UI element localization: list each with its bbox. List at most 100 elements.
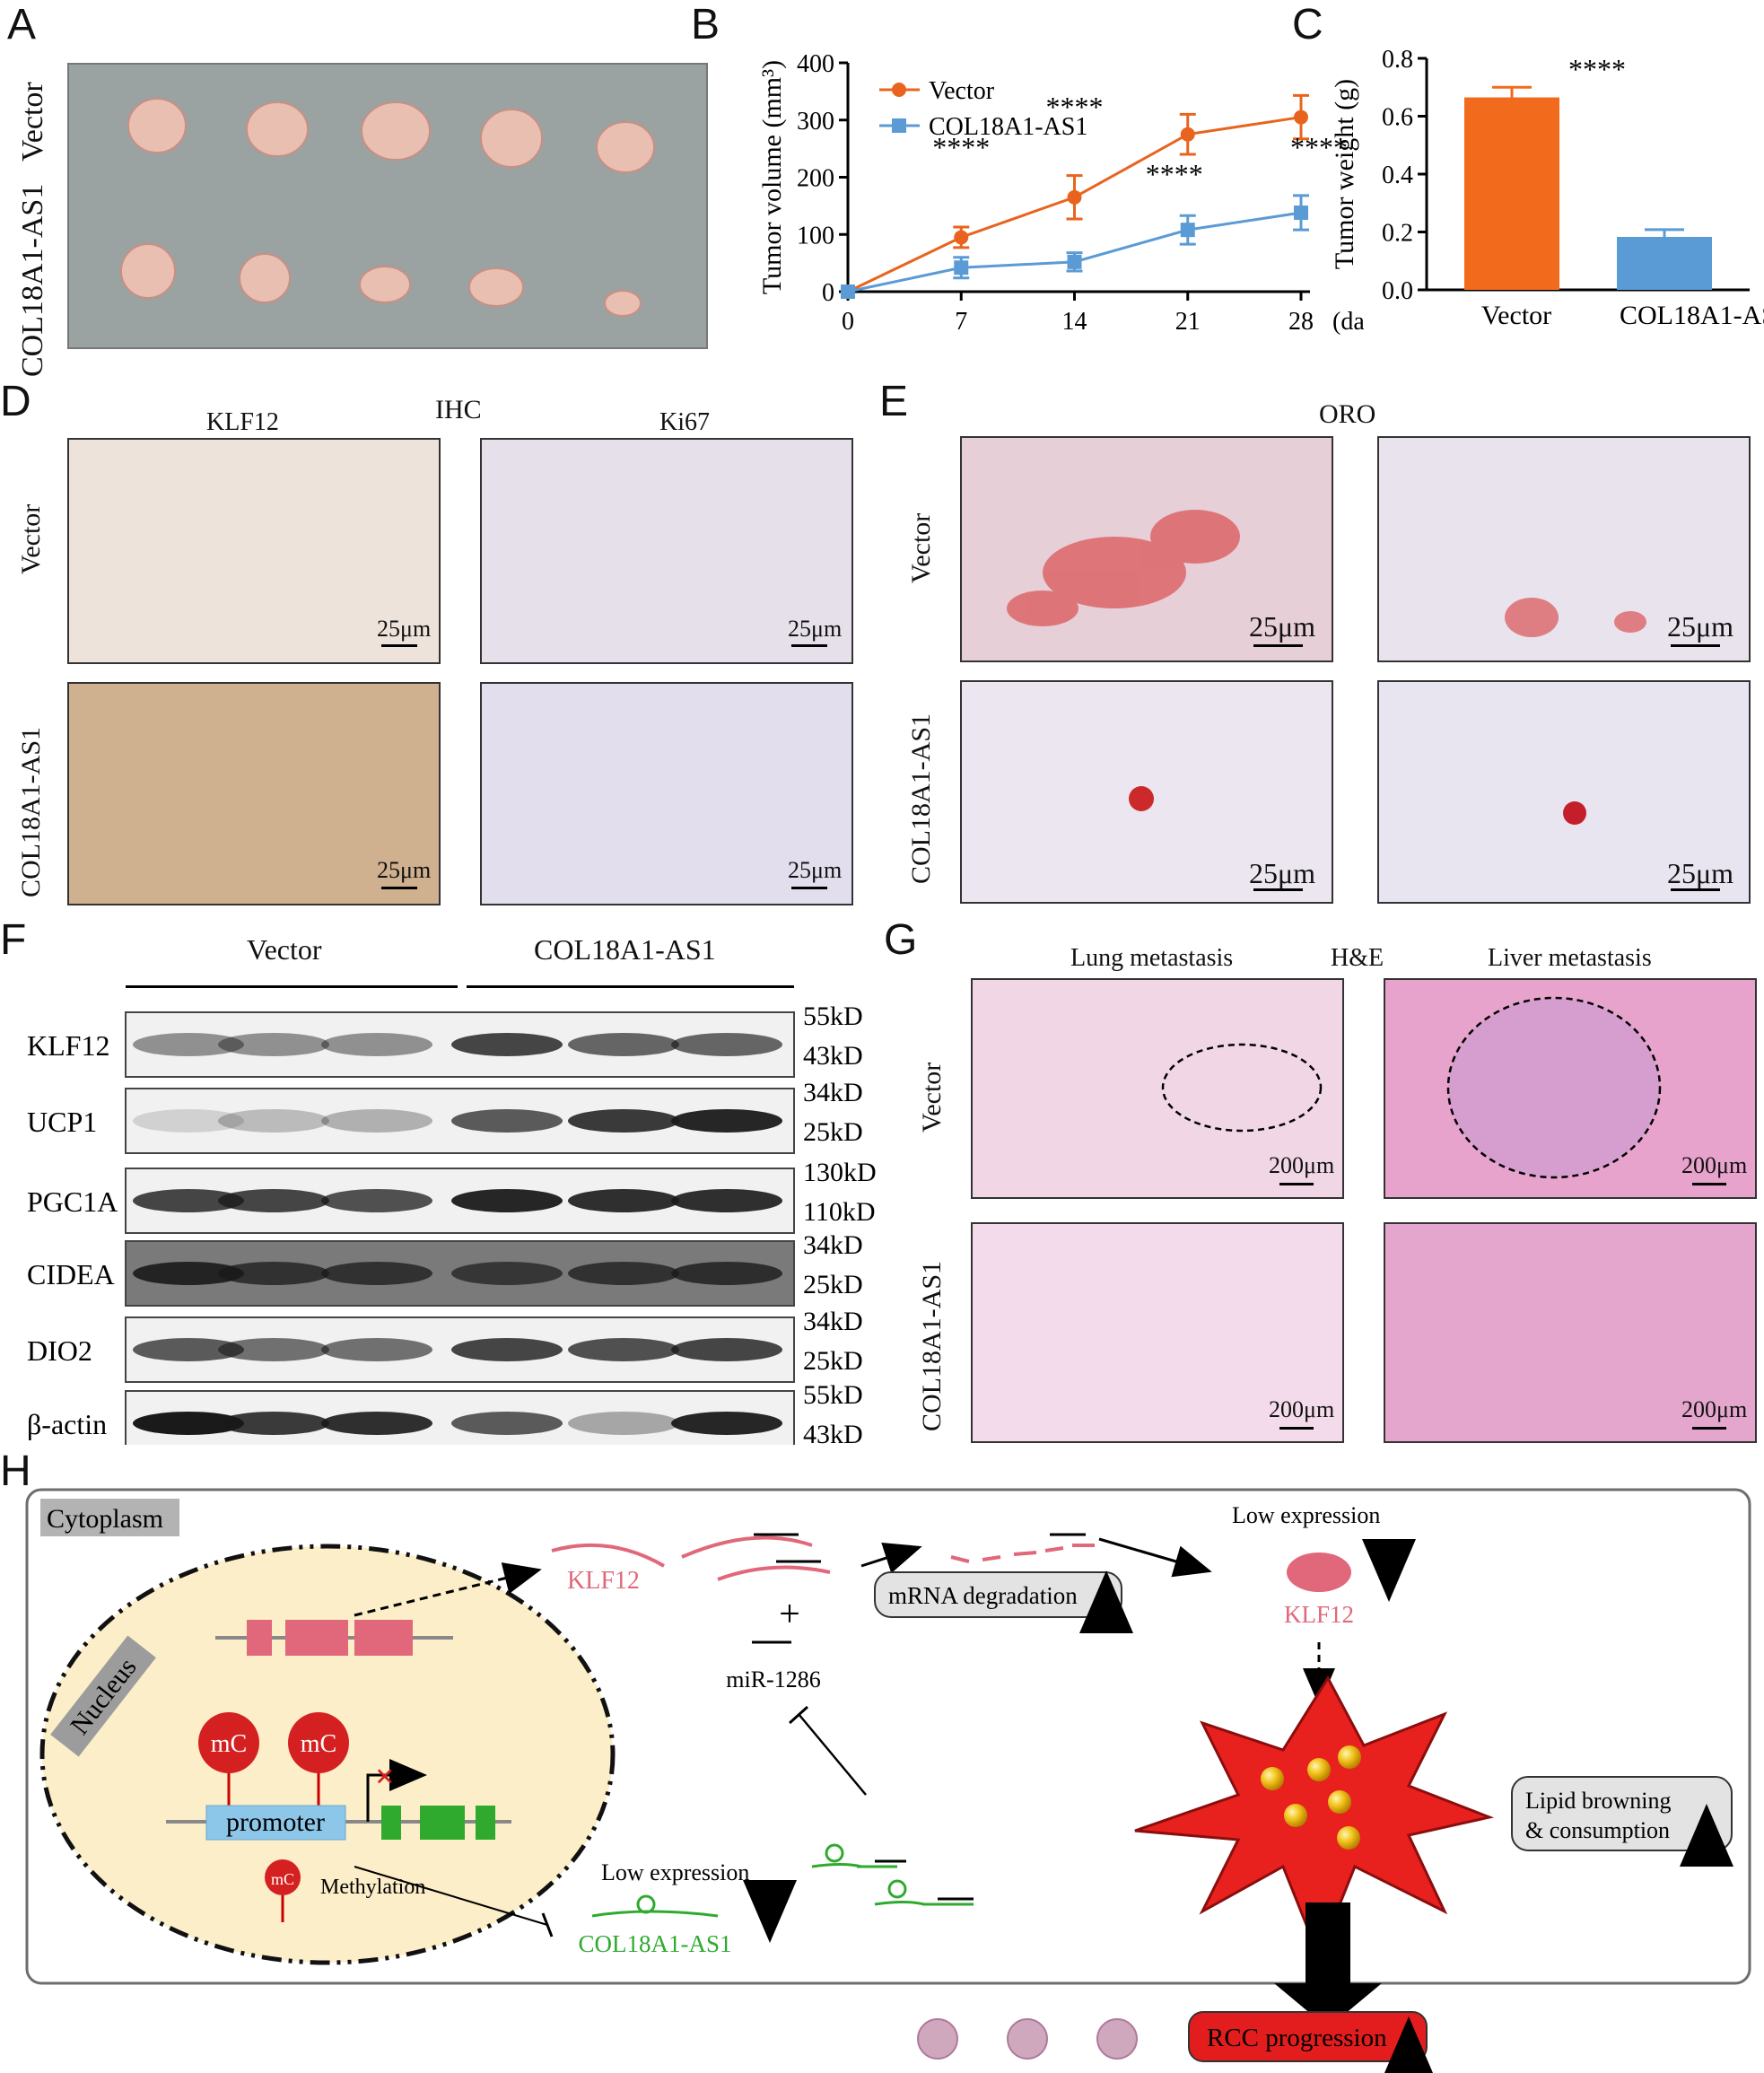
ihc-row-col18a1: COL18A1-AS1 <box>16 726 46 897</box>
blot-band <box>568 1109 679 1133</box>
y-tick-label: 0.6 <box>1382 104 1413 132</box>
blot-name: UCP1 <box>27 1106 97 1138</box>
y-tick-label: 200 <box>797 165 834 193</box>
scalebar-label: 25μm <box>1667 857 1734 889</box>
tumor-photo-svg <box>120 98 655 317</box>
kd-bottom: 43kD <box>803 1420 863 1445</box>
blot-band <box>133 1338 244 1361</box>
legend-label: Vector <box>929 77 995 105</box>
blot-band <box>451 1109 563 1133</box>
blocked-x: × <box>375 1758 395 1796</box>
blot-band <box>218 1189 329 1212</box>
category-label: COL18A1-AS1 <box>1620 301 1764 330</box>
scalebar <box>1671 888 1720 891</box>
data-point <box>1067 254 1082 269</box>
cytoplasm-label-bg <box>40 1499 179 1536</box>
panel-f-label: F <box>0 916 27 964</box>
tumor-photo <box>67 63 708 349</box>
scalebar-label: 25μm <box>788 616 843 642</box>
y-tick-label: 0.0 <box>1382 277 1413 305</box>
blot-band <box>451 1412 563 1435</box>
blot-band <box>671 1262 782 1285</box>
ihc-col-ki67: Ki67 <box>659 408 710 436</box>
x-tick-label: 0 <box>842 308 854 336</box>
bar <box>1464 97 1559 290</box>
ihc-ki67-vector <box>480 438 853 664</box>
blot-band <box>568 1262 679 1285</box>
blot-band <box>568 1338 679 1361</box>
x-tick-label: 28 <box>1288 308 1314 336</box>
blot-group-vector: Vector <box>247 933 322 966</box>
oro-col18a1-1 <box>960 680 1333 904</box>
kd-bottom: 43kD <box>803 1041 863 1071</box>
scalebar-label: 200μm <box>1681 1152 1748 1178</box>
y-tick-label: 400 <box>797 50 834 78</box>
scalebar-label: 25μm <box>377 857 432 883</box>
ihc-row-vector: Vector <box>16 503 46 574</box>
scalebar-label: 25μm <box>1667 610 1734 643</box>
x-tick-label: 21 <box>1175 308 1201 336</box>
klf12-protein-label: KLF12 <box>1284 1601 1354 1628</box>
data-point <box>1294 109 1308 125</box>
data-point <box>1180 127 1195 142</box>
bar <box>1617 236 1712 290</box>
exon <box>476 1806 495 1840</box>
blot-band <box>133 1033 244 1056</box>
kd-top: 130kD <box>803 1158 877 1187</box>
ihc-title: IHC <box>435 395 482 424</box>
exon <box>354 1620 413 1656</box>
klf12-protein <box>1287 1553 1351 1592</box>
he-row-vector: Vector <box>917 1062 947 1133</box>
legend-label: COL18A1-AS1 <box>929 113 1087 141</box>
scalebar <box>1692 1183 1726 1185</box>
ihc-klf12-col18a1 <box>67 682 441 905</box>
ihc-ki67-col18a1 <box>480 682 853 905</box>
he-lung-vector <box>971 978 1344 1199</box>
methylation-label: Methylation <box>320 1876 425 1899</box>
oro-row-col18a1: COL18A1-AS1 <box>906 713 936 884</box>
he-col-liver: Liver metastasis <box>1488 944 1652 972</box>
kd-bottom: 25kD <box>803 1270 863 1299</box>
x-tick-label: 14 <box>1062 308 1087 336</box>
scalebar-label: 200μm <box>1269 1152 1335 1178</box>
scalebar <box>1253 644 1303 647</box>
blot-band <box>451 1189 563 1212</box>
legend-marker <box>892 118 906 133</box>
blot-band <box>218 1109 329 1133</box>
low-expression-bottom: Low expression <box>601 1859 749 1885</box>
kd-bottom: 25kD <box>803 1117 863 1147</box>
data-point <box>954 260 969 276</box>
scalebar <box>381 644 417 647</box>
data-point <box>1180 223 1195 238</box>
blot-band <box>671 1338 782 1361</box>
cytoplasm-label: Cytoplasm <box>47 1504 163 1534</box>
mrna-degradation-label: mRNA degradation <box>888 1582 1078 1609</box>
cancer-cells <box>917 2018 1138 2060</box>
x-axis-label: (days) <box>1332 308 1364 336</box>
lipid-droplet <box>1284 1804 1307 1827</box>
kd-top: 55kD <box>803 1380 863 1410</box>
exon <box>285 1620 348 1656</box>
scalebar-label: 25μm <box>377 616 432 642</box>
blot-band <box>218 1033 329 1056</box>
scalebar <box>381 887 417 889</box>
y-tick-label: 0.4 <box>1382 162 1413 189</box>
blot-group-col18a1: COL18A1-AS1 <box>534 933 716 966</box>
methyl-mark <box>288 1712 349 1773</box>
kd-bottom: 25kD <box>803 1346 863 1376</box>
kd-top: 34kD <box>803 1307 863 1336</box>
he-col-lung: Lung metastasis <box>1070 944 1234 972</box>
lipid-label-1: Lipid browning <box>1525 1788 1672 1814</box>
scalebar <box>791 887 827 889</box>
blot-band <box>451 1338 563 1361</box>
scalebar <box>1279 1427 1314 1430</box>
data-point <box>841 284 855 299</box>
y-tick-label: 0 <box>822 279 834 307</box>
western-blot: KLF12 55kD 43kD UCP1 34kD 25kD PGC1A 130kD 110kD… <box>27 1002 877 1445</box>
panel-b-label: B <box>691 1 720 48</box>
blot-band <box>321 1189 432 1212</box>
blot-band <box>451 1033 563 1056</box>
mc-label: mC <box>271 1870 294 1888</box>
significance-label: **** <box>1046 91 1104 123</box>
exon <box>381 1806 401 1840</box>
